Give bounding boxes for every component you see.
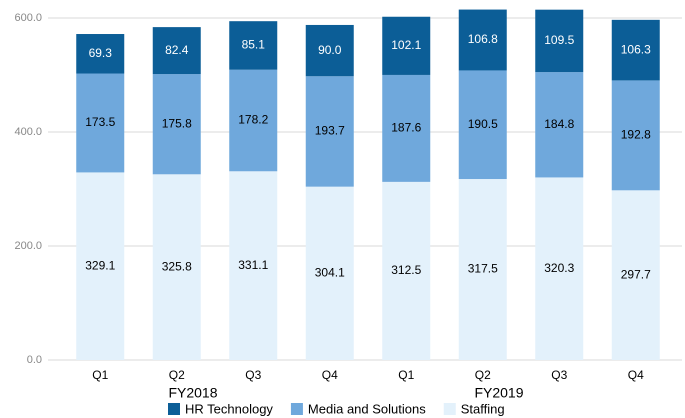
x-tick-label: Q1: [92, 368, 108, 382]
x-tick-label: Q1: [398, 368, 414, 382]
value-label: 106.3: [621, 42, 651, 56]
value-label: 85.1: [242, 38, 266, 52]
y-tick-label: 400.0: [14, 126, 42, 138]
bar-segment: [229, 21, 278, 70]
value-label: 175.8: [162, 116, 192, 130]
bar-segment: [305, 24, 354, 77]
bar-segment: [382, 181, 431, 360]
y-tick-label: 0.0: [27, 354, 42, 366]
x-tick-label: Q4: [628, 368, 644, 382]
value-label: 297.7: [621, 267, 651, 281]
value-label: 178.2: [238, 113, 268, 127]
value-label: 90.0: [318, 43, 342, 57]
bar-segment: [458, 70, 507, 180]
bar-segment: [76, 34, 125, 74]
value-label: 193.7: [315, 124, 345, 138]
group-label: FY2019: [474, 385, 523, 401]
bar-segment: [535, 177, 584, 360]
x-tick-label: Q2: [169, 368, 185, 382]
bar-segment: [305, 76, 354, 187]
bar-segment: [535, 72, 584, 178]
bar-segment: [229, 171, 278, 360]
value-label: 312.5: [391, 263, 421, 277]
group-label: FY2018: [168, 385, 217, 401]
bar-segment: [152, 174, 201, 360]
legend-label: Staffing: [461, 401, 505, 416]
value-label: 331.1: [238, 258, 268, 272]
value-label: 184.8: [544, 117, 574, 131]
bar-segment: [229, 69, 278, 172]
bar-segment: [535, 9, 584, 73]
bar-segment: [458, 9, 507, 71]
bar-segment: [611, 190, 660, 360]
y-tick-label: 200.0: [14, 240, 42, 252]
bar-segment: [458, 179, 507, 360]
bar-segment: [611, 19, 660, 81]
bar-segment: [382, 16, 431, 75]
value-label: 187.6: [391, 121, 421, 135]
value-label: 109.5: [544, 33, 574, 47]
value-label: 106.8: [468, 32, 498, 46]
value-label: 325.8: [162, 259, 192, 273]
legend-swatch: [290, 403, 303, 415]
value-label: 190.5: [468, 117, 498, 131]
x-tick-label: Q3: [245, 368, 261, 382]
bar-segment: [611, 80, 660, 191]
bar-segment: [152, 27, 201, 75]
legend-label: HR Technology: [185, 401, 273, 416]
x-tick-label: Q2: [475, 368, 491, 382]
legend-swatch: [168, 403, 180, 415]
x-tick-label: Q4: [322, 368, 338, 382]
value-label: 69.3: [89, 46, 113, 60]
y-tick-label: 600.0: [14, 12, 42, 24]
value-label: 320.3: [544, 261, 574, 275]
legend-swatch: [443, 403, 456, 415]
value-label: 102.1: [391, 38, 421, 52]
bar-segment: [76, 172, 125, 360]
bar-segment: [152, 74, 201, 175]
value-label: 317.5: [468, 262, 498, 276]
value-label: 82.4: [165, 43, 189, 57]
bar-segment: [76, 73, 125, 173]
bar-segment: [382, 74, 431, 182]
value-label: 192.8: [621, 128, 651, 142]
value-label: 329.1: [85, 258, 115, 272]
x-tick-label: Q3: [551, 368, 567, 382]
value-label: 304.1: [315, 266, 345, 280]
value-label: 173.5: [85, 115, 115, 129]
bar-segment: [305, 186, 354, 360]
legend-label: Media and Solutions: [308, 401, 426, 416]
